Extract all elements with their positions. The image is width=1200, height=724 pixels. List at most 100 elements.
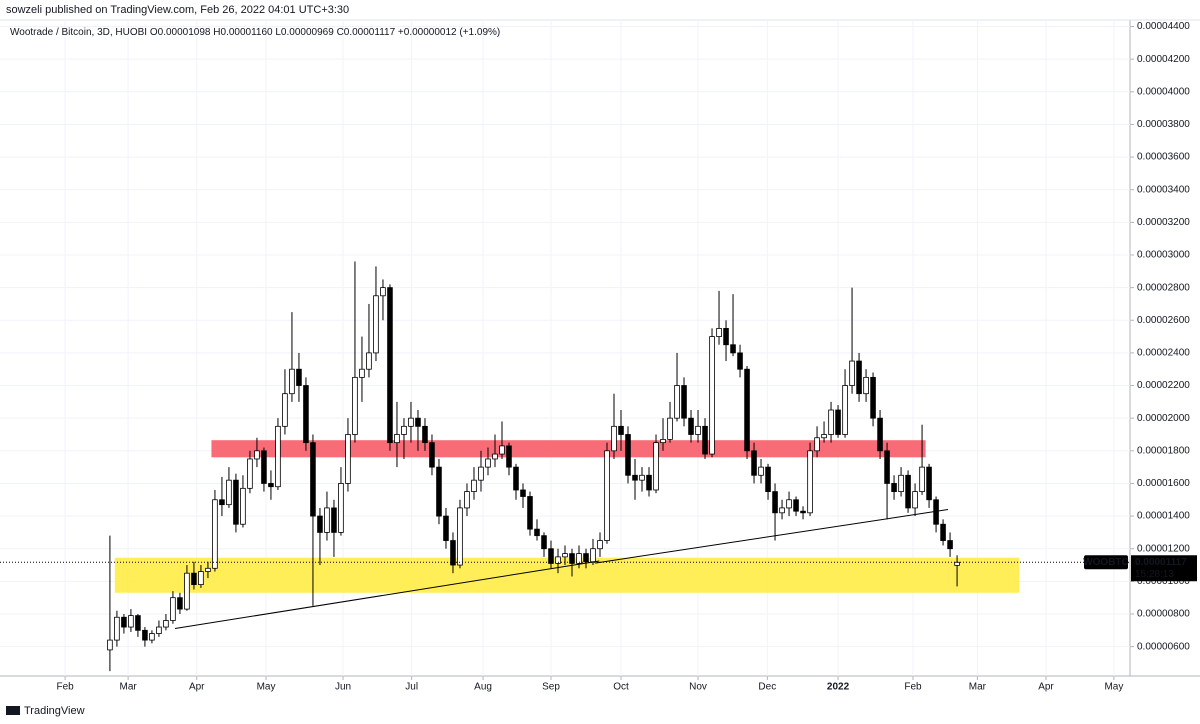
y-tick-label: 0.00003800 (1137, 119, 1190, 130)
candle-body (611, 425, 617, 452)
candle-body (828, 409, 834, 435)
x-tick-label: Aug (474, 682, 492, 693)
candle-body (135, 615, 141, 631)
candle-body (681, 385, 687, 419)
x-tick-label: May (257, 682, 276, 693)
logo-mark (6, 706, 20, 715)
x-tick-label: Jul (405, 682, 418, 693)
candle-body (429, 442, 435, 468)
symbol-tag-bg (1084, 555, 1128, 570)
x-tick-label: 2022 (827, 682, 850, 693)
candle-body (401, 425, 407, 435)
candle-body (576, 553, 582, 564)
candle-body (849, 360, 855, 386)
candle-body (709, 336, 715, 455)
candle-body (324, 507, 330, 533)
candle-body (912, 491, 918, 509)
candle-body (898, 474, 904, 493)
candle-body (723, 328, 729, 346)
candle-body (520, 489, 526, 497)
candle-body (814, 437, 820, 452)
y-tick-label: 0.00002400 (1137, 348, 1190, 359)
candle-body (667, 417, 673, 440)
candle-body (800, 510, 806, 514)
y-tick-label: 0.00001800 (1137, 445, 1190, 456)
candle-body (457, 507, 463, 566)
candle-body (359, 368, 365, 378)
candle-body (793, 499, 799, 512)
candle-body (688, 417, 694, 435)
candle-body (562, 553, 568, 558)
candle-body (772, 491, 778, 514)
candle-body (779, 507, 785, 514)
candle-body (247, 458, 253, 489)
x-tick-label: Feb (56, 682, 74, 693)
candle-body (485, 458, 491, 468)
candle-body (212, 499, 218, 569)
candle-body (233, 479, 239, 525)
candle-body (527, 496, 533, 530)
candle-body (625, 434, 631, 476)
candle-body (702, 425, 708, 455)
candle-body (219, 499, 225, 506)
header: sowzeli published on TradingView.com, Fe… (6, 4, 349, 16)
candle-body (835, 409, 841, 435)
candle-body (842, 385, 848, 435)
candle-body (170, 597, 176, 621)
candle-body (632, 474, 638, 481)
candle-body (786, 499, 792, 509)
candle-body (604, 450, 610, 541)
candle-body (919, 466, 925, 493)
legend-change: +0.00000012 (+1.09%) (398, 27, 500, 38)
candle-body (653, 442, 659, 491)
footer: TradingView (24, 705, 85, 717)
candle-body (310, 442, 316, 517)
trendlines (174, 509, 949, 630)
y-tick-label: 0.00003600 (1137, 152, 1190, 163)
symbol-tag: WOOBTC (1083, 557, 1129, 568)
candle-body (107, 639, 113, 651)
y-tick-label: 0.00001000 (1137, 576, 1190, 587)
candle-body (639, 474, 645, 481)
legend: Wootrade / Bitcoin, 3D, HUOBI O0.0000109… (10, 27, 500, 38)
candle-body (436, 466, 442, 517)
candle-body (926, 466, 932, 501)
y-tick-label: 0.00000800 (1137, 609, 1190, 620)
price-tag: 0.00001117 (1135, 557, 1187, 568)
candle-body (891, 483, 897, 493)
candle-body (877, 417, 883, 452)
candle-body (121, 616, 127, 628)
candle-body (597, 540, 603, 550)
y-tick-label: 0.00004200 (1137, 54, 1190, 65)
countdown: 15:28:13 (1135, 569, 1174, 580)
y-tick-label: 0.00003200 (1137, 217, 1190, 228)
candles (107, 261, 960, 672)
x-tick-label: Sep (542, 682, 560, 693)
candle-body (730, 344, 736, 354)
candle-body (352, 376, 358, 435)
candle-body (674, 385, 680, 419)
candle-body (744, 368, 750, 452)
candle-body (387, 287, 393, 444)
candle-body (184, 572, 190, 610)
candle-body (254, 450, 260, 460)
x-tick-label: Apr (1038, 682, 1054, 693)
candle-body (751, 450, 757, 476)
candle-body (471, 479, 477, 493)
candle-body (282, 393, 288, 427)
candle-body (366, 352, 372, 370)
candle-body (149, 633, 155, 641)
candle-body (695, 425, 701, 435)
candle-body (345, 434, 351, 484)
legend-open: O0.00001098 (150, 27, 211, 38)
candle-body (737, 352, 743, 370)
x-tick-label: Nov (689, 682, 707, 693)
candle-body (506, 445, 512, 468)
candle-body (492, 453, 498, 460)
price-tag-bg (1131, 555, 1197, 582)
candle-body (569, 553, 575, 564)
candle-body (646, 474, 652, 491)
x-tick-label: Mar (120, 682, 138, 693)
legend-close: C0.00001117 (337, 27, 396, 38)
